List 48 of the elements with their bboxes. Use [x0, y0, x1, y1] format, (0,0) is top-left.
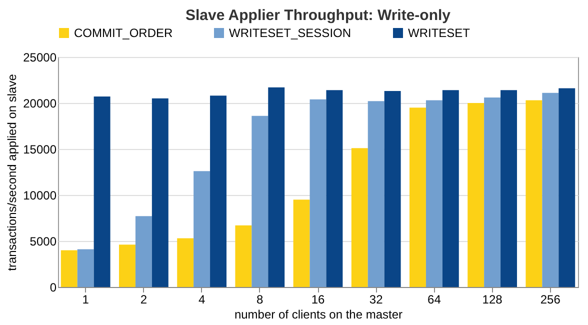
bar	[558, 88, 576, 287]
y-tick-label: 0	[50, 280, 57, 294]
x-tick-label: 8	[256, 292, 264, 306]
x-tick-label: 128	[482, 292, 503, 306]
bar	[252, 116, 268, 287]
y-tick-label: 10000	[23, 188, 57, 202]
bar	[500, 90, 517, 287]
bar	[152, 98, 168, 287]
bar	[235, 225, 252, 287]
bar	[384, 91, 401, 287]
bar	[410, 108, 426, 287]
chart-title: Slave Applier Throughput: Write-only	[185, 7, 452, 24]
bar	[351, 148, 368, 287]
x-tick-label: 64	[428, 292, 442, 306]
bar	[484, 97, 501, 287]
legend-label: COMMIT_ORDER	[74, 26, 173, 40]
x-tick-label: 4	[198, 292, 206, 306]
y-tick-label: 15000	[23, 142, 57, 156]
legend-label: WRITESET	[408, 26, 471, 40]
bar	[77, 249, 94, 287]
bar	[94, 96, 110, 287]
bar	[135, 216, 152, 287]
bar	[326, 90, 343, 287]
bar	[442, 90, 459, 287]
legend-label: WRITESET_SESSION	[229, 26, 352, 40]
y-tick-label: 25000	[23, 50, 57, 64]
y-tick-label: 5000	[30, 234, 57, 248]
bar	[194, 171, 210, 287]
bar	[210, 96, 226, 287]
bar	[268, 87, 285, 287]
bar	[426, 100, 442, 287]
bar	[468, 103, 484, 287]
x-axis-title: number of clients on the master	[234, 308, 403, 322]
bar	[526, 100, 542, 287]
bar	[177, 238, 194, 287]
bar	[310, 99, 326, 287]
bar	[368, 101, 384, 287]
x-tick-label: 256	[540, 292, 561, 306]
bar	[119, 244, 136, 287]
bar	[60, 250, 78, 287]
x-tick-label: 1	[82, 292, 90, 306]
x-tick-label: 16	[311, 292, 325, 306]
x-tick-label: 2	[140, 292, 148, 306]
y-tick-label: 20000	[23, 96, 57, 110]
bar	[542, 92, 559, 287]
bar	[293, 200, 310, 287]
y-axis-title: transactions/second applied on slave	[5, 74, 20, 271]
x-tick-label: 32	[369, 292, 384, 306]
